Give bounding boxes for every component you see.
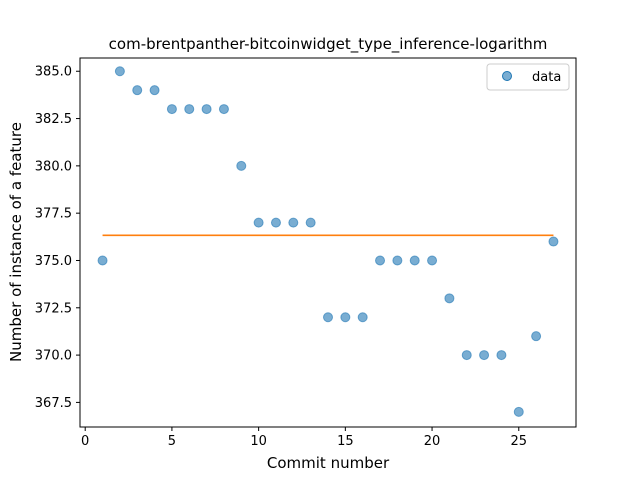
data-point [340, 312, 351, 323]
data-point [114, 66, 125, 77]
data-point [496, 350, 507, 361]
data-point [270, 217, 281, 228]
y-tick-label: 375.0 [35, 254, 72, 269]
data-point [305, 217, 316, 228]
data-point [97, 255, 108, 266]
data-point [236, 160, 247, 171]
data-point [149, 85, 160, 96]
y-tick-label: 367.5 [35, 396, 72, 411]
x-axis-label: Commit number [267, 454, 390, 472]
y-tick-label: 377.5 [35, 207, 72, 222]
x-tick-label: 15 [337, 434, 354, 449]
chart-title: com-brentpanther-bitcoinwidget_type_infe… [109, 35, 548, 54]
legend-marker-data [502, 71, 512, 81]
data-point [184, 104, 195, 115]
legend-box [486, 63, 570, 91]
data-point [218, 104, 229, 115]
data-point [444, 293, 455, 304]
data-point [201, 104, 212, 115]
x-axis: 0 5 10 15 20 25 [81, 427, 527, 449]
data-point [479, 350, 490, 361]
y-tick-label: 385.0 [35, 65, 72, 80]
data-point [513, 406, 524, 417]
data-point [132, 85, 143, 96]
data-point [461, 350, 472, 361]
data-point [357, 312, 368, 323]
y-tick-label: 380.0 [35, 159, 72, 174]
y-axis-label: Number of instance of a feature [7, 122, 25, 362]
y-axis: 367.5 370.0 372.5 375.0 377.5 380.0 382.5 385.0 [35, 65, 80, 411]
data-point [288, 217, 299, 228]
data-point [166, 104, 177, 115]
legend-label-data: data [532, 70, 561, 85]
data-point [409, 255, 420, 266]
x-tick-label: 20 [424, 434, 441, 449]
x-tick-label: 0 [81, 434, 89, 449]
x-tick-label: 5 [168, 434, 176, 449]
axes-frame [79, 57, 577, 428]
data-point [548, 236, 559, 247]
data-point [253, 217, 264, 228]
y-tick-label: 382.5 [35, 112, 72, 127]
data-point [427, 255, 438, 266]
data-point [392, 255, 403, 266]
data-point [531, 331, 542, 342]
data-point [375, 255, 386, 266]
plot-area [97, 66, 559, 417]
x-tick-label: 25 [510, 434, 527, 449]
y-tick-label: 370.0 [35, 349, 72, 364]
legend: data [486, 63, 570, 91]
x-tick-label: 10 [250, 434, 267, 449]
data-point [323, 312, 333, 323]
y-tick-label: 372.5 [35, 301, 72, 316]
